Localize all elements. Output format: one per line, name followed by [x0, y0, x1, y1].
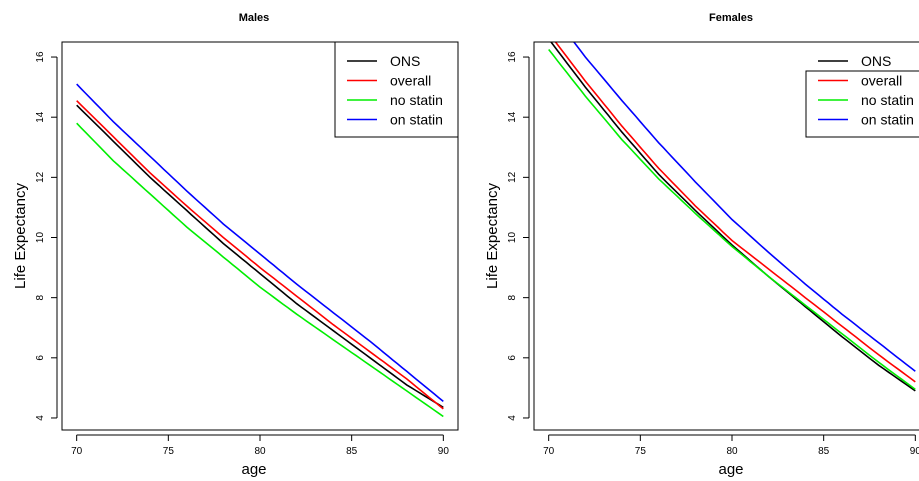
y-tick-label: 14: [507, 111, 518, 123]
x-tick-label: 85: [346, 446, 358, 457]
chart-title: Females: [709, 12, 753, 24]
series-line-on-statin: [572, 42, 916, 372]
series-line-ons: [549, 42, 916, 392]
y-axis-label: Life Expectancy: [484, 183, 501, 289]
x-tick-label: 80: [726, 446, 738, 457]
legend-label-no-statin: no statin: [861, 92, 914, 108]
y-tick-label: 12: [507, 171, 518, 183]
y-tick-label: 4: [35, 415, 46, 421]
y-tick-label: 16: [507, 51, 518, 63]
legend-box: [334, 41, 459, 138]
y-tick-label: 10: [35, 232, 46, 244]
x-tick-label: 75: [635, 446, 647, 457]
x-tick-label: 75: [163, 446, 175, 457]
y-tick-label: 14: [35, 111, 46, 123]
legend-label-overall: overall: [390, 73, 431, 89]
plot-frame: [533, 41, 919, 431]
y-axis-label: Life Expectancy: [12, 183, 29, 289]
series-lines: [548, 42, 916, 392]
x-tick-label: 90: [910, 446, 919, 457]
y-tick-label: 12: [35, 171, 46, 183]
legend-label-ons: ONS: [861, 53, 891, 69]
legend-label-ons: ONS: [390, 53, 420, 69]
y-tick-label: 6: [507, 355, 518, 361]
series-line-ons: [76, 104, 444, 409]
legend-label-no-statin: no statin: [390, 92, 443, 108]
chart-title: Males: [239, 12, 270, 24]
legend-label-on-statin: on statin: [861, 112, 914, 128]
x-tick-label: 80: [254, 446, 266, 457]
y-tick-label: 6: [35, 355, 46, 361]
legend-box: [805, 70, 919, 138]
legend-label-on-statin: on statin: [390, 112, 443, 128]
y-tick-label: 4: [507, 415, 518, 421]
legend-fill: [806, 71, 919, 137]
y-tick-label: 8: [35, 294, 46, 300]
legend: ONS overall no statin on statin: [334, 41, 459, 138]
x-axis-label: age: [718, 461, 743, 478]
y-tick-label: 8: [507, 294, 518, 300]
axis-ticks: 70 75 80 85 90 4 6 8 10 12 14 16: [35, 51, 449, 457]
x-tick-label: 70: [71, 446, 83, 457]
plot-frame: [61, 41, 459, 431]
females-panel: Females age Life Expectancy 70 75 80 85 90 4 6…: [484, 12, 919, 478]
series-line-overall: [76, 100, 444, 410]
y-tick-label: 10: [507, 232, 518, 244]
x-tick-label: 70: [543, 446, 555, 457]
axis-ticks: 70 75 80 85 90 4 6 8 10 12 14 16: [507, 51, 919, 457]
series-line-no-statin: [548, 49, 916, 391]
x-tick-label: 90: [438, 446, 450, 457]
males-panel: Males age Life Expectancy 70 75 80 85 90 4 6 8 1…: [12, 12, 459, 478]
legend-label-overall: overall: [861, 73, 902, 89]
legend: ONS overall no statin on statin: [805, 53, 919, 138]
x-axis-label: age: [241, 461, 266, 478]
series-line-overall: [554, 42, 916, 383]
series-line-no-statin: [76, 122, 444, 418]
y-tick-label: 16: [35, 51, 46, 63]
series-lines: [76, 83, 444, 418]
x-tick-label: 85: [818, 446, 830, 457]
series-line-on-statin: [76, 83, 444, 403]
